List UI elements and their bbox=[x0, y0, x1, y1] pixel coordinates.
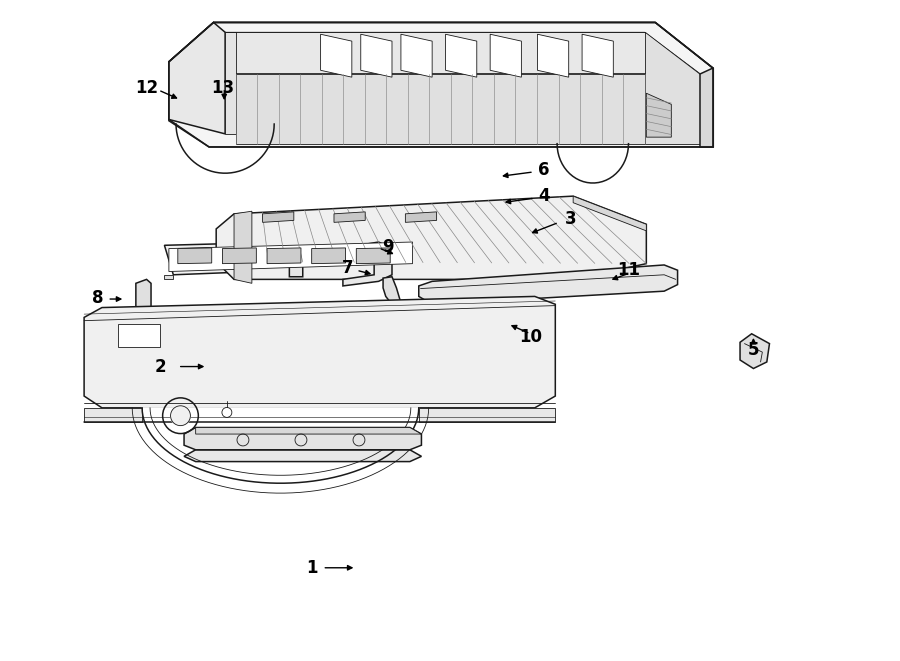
Text: 12: 12 bbox=[135, 79, 158, 97]
Polygon shape bbox=[195, 428, 421, 434]
Text: 7: 7 bbox=[342, 259, 353, 277]
Polygon shape bbox=[216, 196, 646, 280]
Text: 11: 11 bbox=[617, 261, 640, 279]
Text: 8: 8 bbox=[92, 289, 104, 307]
Polygon shape bbox=[169, 22, 714, 147]
Text: 3: 3 bbox=[564, 210, 576, 228]
Polygon shape bbox=[263, 212, 293, 222]
Polygon shape bbox=[320, 34, 352, 77]
Polygon shape bbox=[491, 34, 521, 77]
Polygon shape bbox=[446, 34, 477, 77]
Text: 4: 4 bbox=[538, 187, 550, 205]
Polygon shape bbox=[169, 242, 412, 272]
Polygon shape bbox=[225, 32, 236, 134]
Text: 13: 13 bbox=[211, 79, 234, 97]
Polygon shape bbox=[165, 275, 174, 280]
Polygon shape bbox=[225, 32, 700, 73]
Text: 10: 10 bbox=[518, 328, 542, 346]
Polygon shape bbox=[234, 212, 252, 284]
Polygon shape bbox=[383, 277, 400, 304]
Polygon shape bbox=[290, 242, 392, 286]
Polygon shape bbox=[222, 248, 256, 264]
Polygon shape bbox=[311, 248, 346, 264]
Text: 5: 5 bbox=[748, 341, 760, 359]
Polygon shape bbox=[405, 212, 436, 222]
Polygon shape bbox=[142, 408, 419, 483]
Polygon shape bbox=[236, 73, 644, 143]
Polygon shape bbox=[418, 265, 678, 304]
Text: 1: 1 bbox=[306, 559, 318, 577]
Polygon shape bbox=[84, 408, 142, 422]
Polygon shape bbox=[582, 34, 613, 77]
Polygon shape bbox=[573, 196, 646, 231]
Polygon shape bbox=[418, 408, 555, 422]
Polygon shape bbox=[184, 428, 421, 449]
Polygon shape bbox=[267, 248, 301, 264]
Polygon shape bbox=[537, 34, 569, 77]
Text: 6: 6 bbox=[538, 161, 550, 179]
Polygon shape bbox=[700, 68, 714, 147]
Polygon shape bbox=[334, 212, 365, 222]
Polygon shape bbox=[118, 324, 160, 347]
Circle shape bbox=[171, 406, 191, 426]
Polygon shape bbox=[169, 22, 225, 134]
Text: 2: 2 bbox=[154, 358, 166, 375]
Polygon shape bbox=[165, 239, 423, 275]
Polygon shape bbox=[356, 248, 391, 264]
Polygon shape bbox=[178, 248, 212, 264]
Polygon shape bbox=[400, 34, 432, 77]
Polygon shape bbox=[361, 34, 392, 77]
Polygon shape bbox=[644, 32, 700, 143]
Polygon shape bbox=[136, 280, 151, 311]
Polygon shape bbox=[84, 296, 555, 408]
Polygon shape bbox=[646, 93, 671, 137]
Text: 9: 9 bbox=[382, 237, 393, 256]
Polygon shape bbox=[184, 449, 421, 461]
Polygon shape bbox=[740, 334, 770, 369]
